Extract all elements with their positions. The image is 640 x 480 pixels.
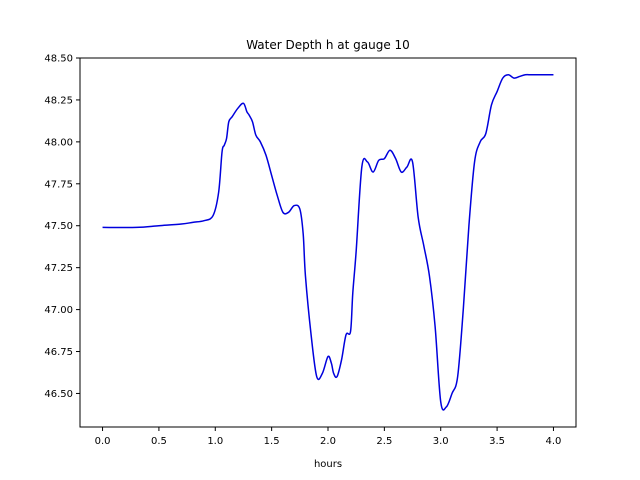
series-layer bbox=[102, 73, 554, 411]
y-tick-label: 47.75 bbox=[44, 179, 73, 190]
y-axis: 46.50 46.75 47.00 47.25 47.50 47.75 48.00 48.25… bbox=[44, 54, 80, 400]
chart-title: Water Depth h at gauge 10 bbox=[246, 38, 410, 52]
x-tick-label: 1.5 bbox=[264, 436, 280, 447]
y-tick-label: 46.50 bbox=[44, 389, 73, 400]
y-tick-label: 48.50 bbox=[44, 54, 73, 65]
y-tick-label: 47.25 bbox=[44, 263, 73, 274]
x-axis: 0.0 0.5 1.0 1.5 2.0 2.5 3.0 3.5 4.0 bbox=[95, 427, 562, 447]
y-tick-label: 47.50 bbox=[44, 221, 73, 232]
x-tick-label: 4.0 bbox=[546, 436, 562, 447]
x-tick-label: 1.0 bbox=[207, 436, 223, 447]
y-tick-label: 46.75 bbox=[44, 347, 73, 358]
x-tick-label: 2.0 bbox=[320, 436, 336, 447]
plot-background bbox=[80, 58, 576, 427]
x-tick-label: 0.0 bbox=[95, 436, 111, 447]
x-tick-label: 3.0 bbox=[433, 436, 449, 447]
y-tick-label: 47.00 bbox=[44, 305, 73, 316]
series-line bbox=[102, 73, 554, 411]
x-tick-label: 2.5 bbox=[376, 436, 392, 447]
y-tick-label: 48.25 bbox=[44, 95, 73, 106]
x-axis-label: hours bbox=[314, 459, 342, 470]
x-tick-label: 3.5 bbox=[489, 436, 505, 447]
y-tick-label: 48.00 bbox=[44, 137, 73, 148]
x-tick-label: 0.5 bbox=[151, 436, 167, 447]
